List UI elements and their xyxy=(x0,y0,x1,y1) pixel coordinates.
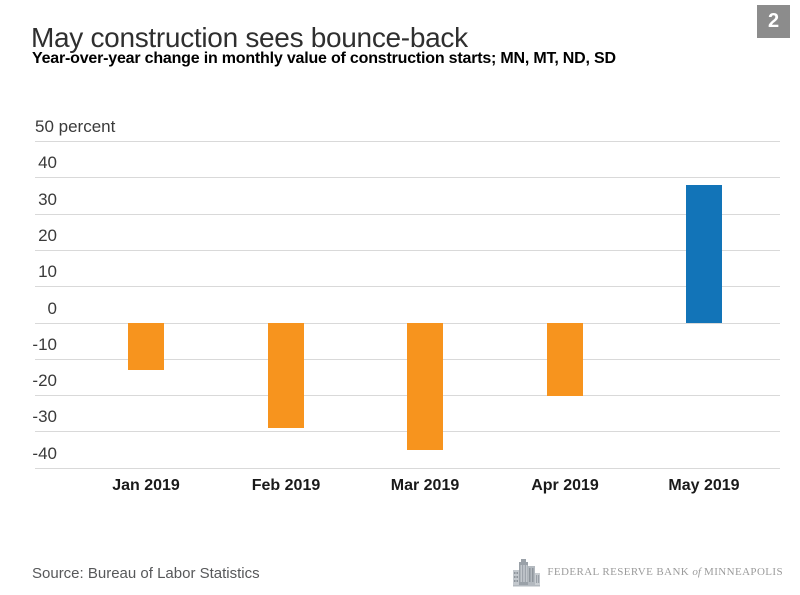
y-tick-label--20: -20 xyxy=(32,371,57,390)
bar-chart-plot-area: 50 percent 40 30 20 10 0 -10 -20 -30 -40 Jan 2019 F… xyxy=(32,117,780,494)
y-tick-label-10: 10 xyxy=(38,262,57,281)
y-tick-label-50: 50 percent xyxy=(35,117,116,136)
x-tick-label-mar-2019: Mar 2019 xyxy=(390,477,460,494)
x-tick-label-apr-2019: Apr 2019 xyxy=(531,477,599,494)
bar-apr-2019 xyxy=(547,323,583,396)
y-tick-label-20: 20 xyxy=(38,226,57,245)
minneapolis-fed-logo: FEDERAL RESERVE BANK of MINNEAPOLIS xyxy=(513,556,783,588)
y-tick-label-0: 0 xyxy=(47,299,57,318)
y-tick-label--40: -40 xyxy=(32,444,57,463)
gridline-40 xyxy=(35,177,780,178)
gridline-20 xyxy=(35,250,780,251)
bar-may-2019 xyxy=(686,185,722,323)
page-number-badge: 2 xyxy=(757,5,790,38)
bar-feb-2019 xyxy=(268,323,304,428)
bar-jan-2019 xyxy=(128,323,164,370)
x-tick-label-feb-2019: Feb 2019 xyxy=(251,477,321,494)
logo-text: FEDERAL RESERVE BANK of MINNEAPOLIS xyxy=(547,566,783,578)
gridline-30 xyxy=(35,214,780,215)
source-note: Source: Bureau of Labor Statistics xyxy=(32,565,260,582)
y-tick-label--10: -10 xyxy=(32,335,57,354)
chart-title: May construction sees bounce-back xyxy=(31,21,468,53)
gridline-50 xyxy=(35,141,780,142)
gridline--40 xyxy=(35,468,780,469)
bar-mar-2019 xyxy=(407,323,443,450)
x-tick-label-jan-2019: Jan 2019 xyxy=(112,477,180,494)
chart-subtitle: Year-over-year change in monthly value o… xyxy=(32,50,616,68)
y-tick-label-30: 30 xyxy=(38,190,57,209)
gridline-10 xyxy=(35,286,780,287)
building-skyline-icon xyxy=(513,558,541,587)
x-tick-label-may-2019: May 2019 xyxy=(668,477,740,494)
y-tick-label--30: -30 xyxy=(32,407,57,426)
y-tick-label-40: 40 xyxy=(38,153,57,172)
